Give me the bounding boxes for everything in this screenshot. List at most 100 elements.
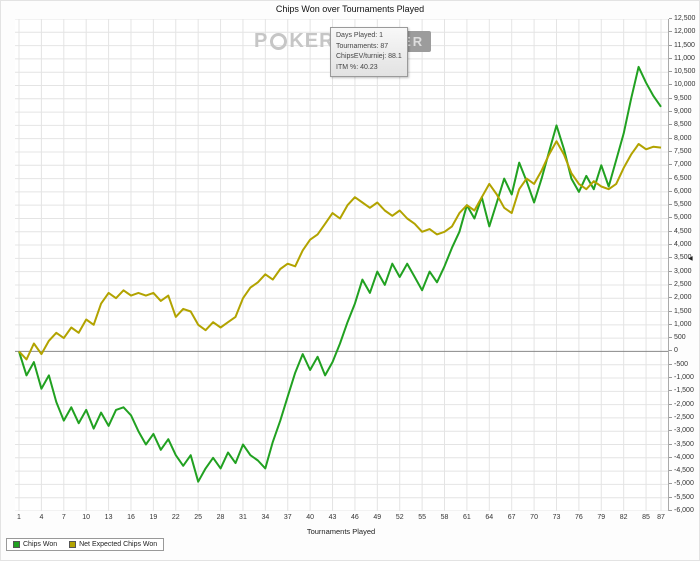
y-axis-label: 6,000 — [669, 188, 692, 195]
y-axis-tick — [669, 137, 672, 139]
x-axis-label: 46 — [351, 514, 359, 521]
y-axis-tick — [669, 230, 672, 232]
tooltip-line-chips-ev: ChipsEV/turniej: 88.1 — [336, 53, 402, 60]
x-axis-label: 28 — [216, 514, 225, 521]
y-axis-tick — [669, 403, 672, 405]
y-axis-label: -500 — [669, 361, 688, 368]
y-axis-label: 12,500 — [669, 15, 695, 22]
y-axis-label: -2,000 — [669, 401, 694, 408]
y-axis-tick — [669, 283, 672, 285]
y-axis-label: -3,500 — [669, 441, 694, 448]
y-axis-label: 3,500 — [669, 254, 692, 261]
y-axis-label: 8,000 — [669, 135, 692, 142]
y-axis-tick — [669, 390, 672, 392]
x-axis-label: 79 — [597, 514, 606, 521]
y-axis-label: 1,000 — [669, 321, 692, 328]
x-axis-label: 13 — [104, 514, 113, 521]
x-axis-label: 58 — [440, 514, 449, 521]
y-axis-label: 5,500 — [669, 201, 692, 208]
x-axis-labels: 1 4 7 10 13 16 19 22 25 28 31 34 37 40 43 46 49 52 55 58 61 6… — [1, 514, 699, 524]
y-axis-label: 2,000 — [669, 294, 692, 301]
series-line-0 — [18, 65, 662, 483]
hover-tooltip: Days Played: 1 Tournaments: 87 ChipsEV/t… — [330, 27, 408, 77]
x-axis-label: 40 — [306, 514, 315, 521]
y-axis-label: -4,000 — [669, 454, 694, 461]
y-axis-tick — [669, 310, 672, 312]
y-axis-label: 7,000 — [669, 161, 692, 168]
y-axis-label: -5,000 — [669, 480, 694, 487]
x-axis-label: 87 — [657, 514, 665, 521]
y-axis-tick — [669, 84, 672, 86]
y-axis-tick — [669, 111, 672, 113]
legend-label-chips-won: Chips Won — [23, 541, 58, 548]
x-axis-label: 4 — [39, 514, 44, 521]
tooltip-line-tournaments: Tournaments: 87 — [336, 42, 389, 50]
y-axis-tick — [669, 124, 672, 126]
tooltip-line-itm: ITM %: 40.23 — [336, 63, 378, 71]
x-axis-label: 73 — [552, 514, 561, 521]
y-axis-label: 11,500 — [669, 42, 695, 49]
legend-item-chips-won[interactable]: Chips Won — [13, 541, 57, 548]
y-axis-tick — [669, 363, 672, 365]
y-axis-tick — [669, 244, 672, 246]
x-axis-label: 1 — [17, 514, 21, 521]
y-axis-tick — [669, 57, 672, 59]
y-axis-tick — [669, 18, 672, 19]
y-axis-label: 500 — [669, 334, 686, 341]
x-axis-label: 16 — [127, 514, 135, 521]
y-axis-label: 10,000 — [669, 81, 695, 88]
y-axis-label: -2,500 — [669, 414, 694, 421]
y-axis-label: -3,000 — [669, 427, 694, 434]
y-axis-label: -4,500 — [669, 467, 694, 474]
y-axis-label: 11,000 — [669, 55, 695, 62]
legend: Chips Won Net Expected Chips Won — [6, 538, 165, 551]
legend-swatch-net-expected — [69, 541, 77, 548]
legend-swatch-chips-won — [13, 541, 20, 548]
x-axis-label: 70 — [530, 514, 538, 521]
x-axis-label: 31 — [239, 514, 247, 521]
y-axis-tick — [669, 456, 672, 458]
y-axis-label: -1,500 — [669, 387, 694, 394]
watermark-text-right: KER — [289, 30, 335, 52]
plot-svg[interactable] — [15, 19, 669, 511]
y-axis-tick — [669, 150, 672, 152]
poker-chip-icon — [270, 33, 288, 50]
legend-item-net-expected[interactable]: Net Expected Chips Won — [69, 541, 157, 548]
y-axis-tick — [669, 270, 672, 272]
y-axis-tick — [669, 44, 672, 46]
y-axis-label: 9,500 — [669, 95, 692, 102]
y-axis-tick — [669, 483, 672, 485]
y-axis-label: -6,000 — [669, 507, 694, 514]
y-axis-tick — [669, 257, 672, 259]
y-axis-label: 0 — [669, 347, 678, 354]
y-axis-label: 7,500 — [669, 148, 692, 155]
x-axis-label: 25 — [194, 514, 203, 521]
y-axis-tick — [669, 190, 672, 192]
y-axis-tick — [669, 204, 672, 206]
y-axis-label: 10,500 — [669, 68, 695, 75]
y-axis-tick — [669, 97, 672, 99]
x-axis-label: 37 — [283, 514, 292, 521]
y-axis-label: 4,500 — [669, 228, 692, 235]
y-axis-label: 3,000 — [669, 268, 692, 275]
y-axis-tick — [669, 443, 672, 445]
y-axis-tick — [669, 217, 672, 219]
x-axis-label: 85 — [642, 514, 650, 521]
y-axis-label: 12,000 — [669, 28, 695, 35]
x-axis-label: 7 — [61, 514, 66, 521]
x-axis-label: 67 — [507, 514, 516, 521]
y-axis-tick — [669, 470, 672, 472]
y-axis-tick — [669, 337, 672, 339]
x-axis-title: Tournaments Played — [306, 527, 376, 536]
x-axis-label: 82 — [619, 514, 628, 521]
x-axis-label: 34 — [261, 514, 270, 521]
y-axis-label: 4,000 — [669, 241, 692, 248]
watermark-text-left: P — [254, 30, 269, 52]
y-axis-tick — [669, 416, 672, 418]
y-axis-tick — [669, 31, 672, 33]
y-axis-tick — [669, 177, 672, 179]
x-axis-label: 19 — [149, 514, 158, 521]
y-axis-label: 2,500 — [669, 281, 692, 288]
scroll-arrow-icon[interactable]: ◀ — [688, 256, 693, 262]
